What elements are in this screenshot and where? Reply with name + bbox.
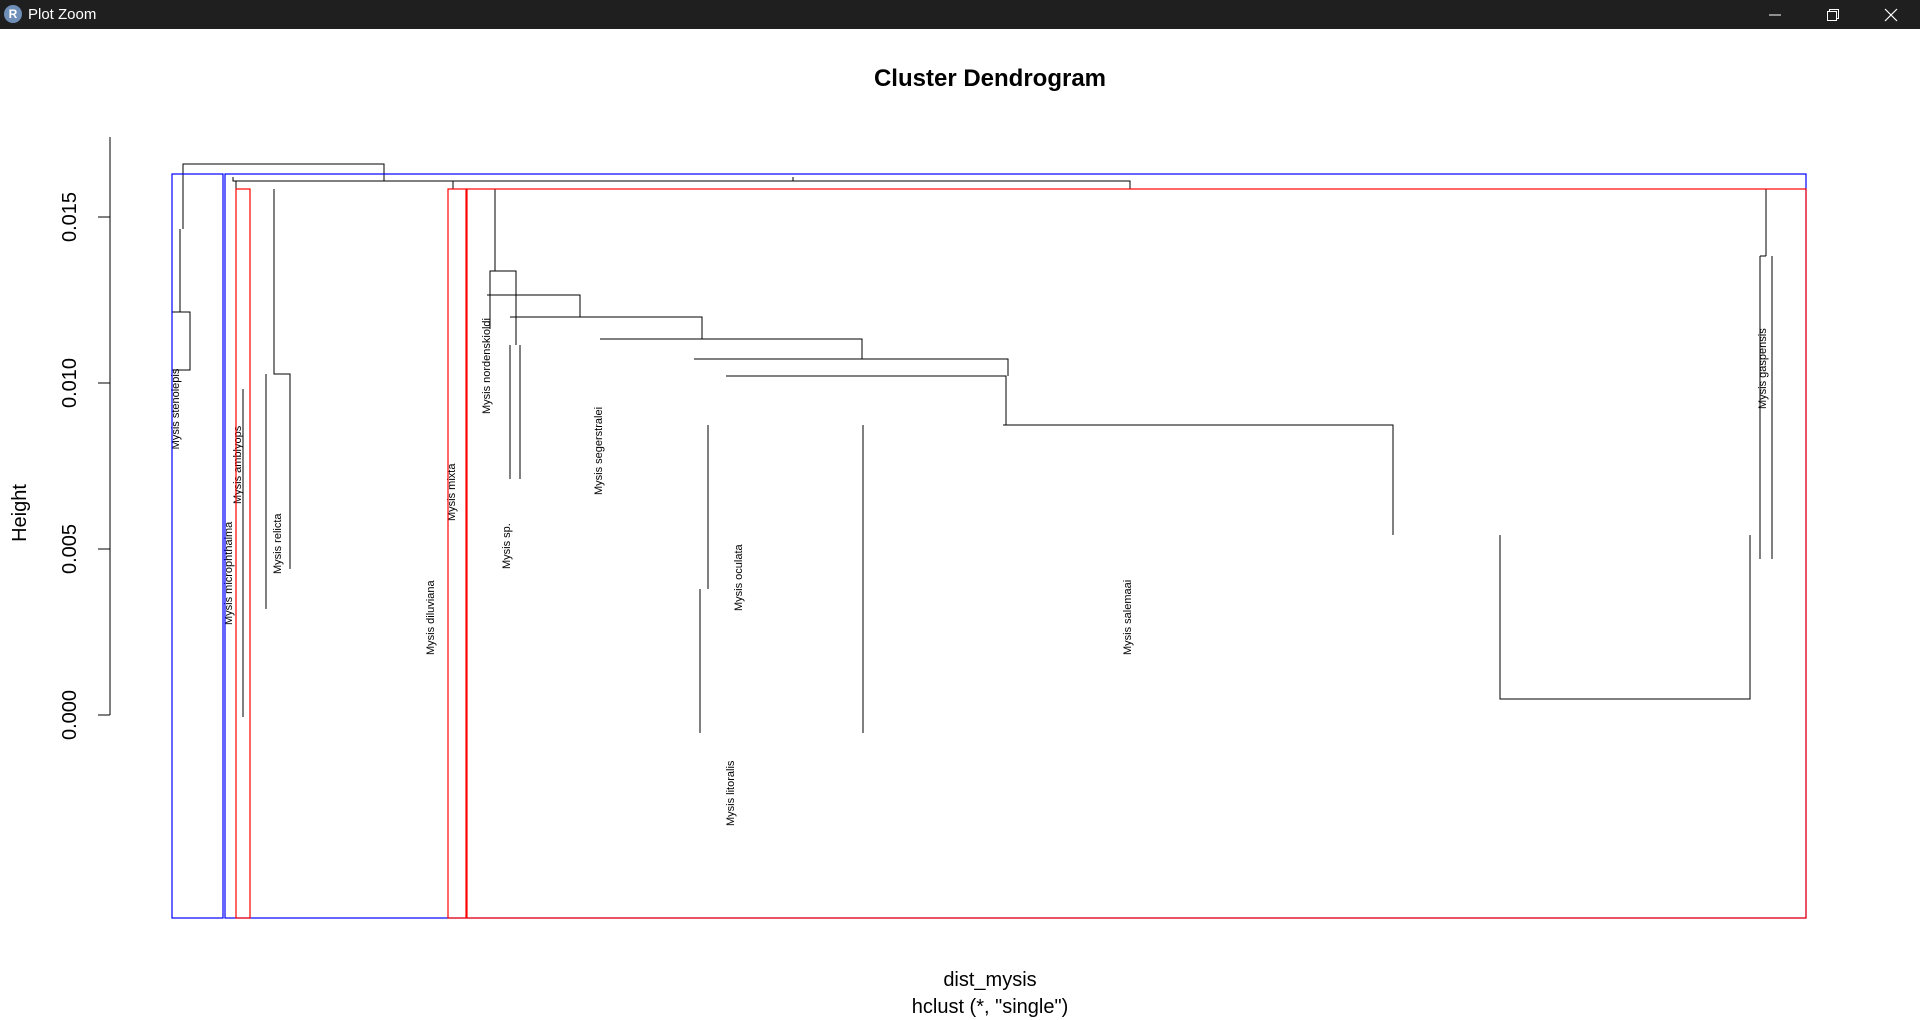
method-sublabel: hclust (*, "single") xyxy=(912,996,1068,1018)
mid-clade xyxy=(487,294,703,339)
leaf-label-gaspensis: Mysis gaspensis xyxy=(1757,328,1769,409)
segerstralei-block xyxy=(1392,457,1751,700)
stenolepis-cluster xyxy=(171,229,191,371)
y-tick-label-1: 0.005 xyxy=(59,524,81,574)
cluster-rect-3 xyxy=(235,188,251,919)
salemaai-segerstralei-merge xyxy=(726,375,1394,457)
leaf-label-mixta: Mysis mixta xyxy=(446,463,458,521)
cluster-rect-1 xyxy=(171,173,224,919)
big-clade-merge xyxy=(459,188,1767,256)
leaf-label-oculata: Mysis oculata xyxy=(733,543,745,611)
dendrogram-tree xyxy=(171,163,1773,733)
y-tick-label-0: 0.000 xyxy=(59,690,81,740)
leaf-label-nordenskioldi: Mysis nordenskioldi xyxy=(481,318,493,414)
cluster-rect-5 xyxy=(466,188,1807,919)
y-axis xyxy=(98,137,111,716)
dendrogram-plot: Cluster Dendrogram Height dist_mysis hcl… xyxy=(9,65,1807,1018)
cluster-rectangles xyxy=(171,173,1807,919)
r-logo-icon: R xyxy=(4,5,22,23)
y-tick-label-3: 0.015 xyxy=(59,192,81,242)
left-clade xyxy=(242,189,291,717)
leaf-label-segerstralei: Mysis segerstralei xyxy=(593,407,605,495)
leaf-label-microphthalma: Mysis microphthalma xyxy=(223,521,235,625)
leaf-label-litoralis: Mysis litoralis xyxy=(725,760,737,826)
window-titlebar: R Plot Zoom xyxy=(0,0,1920,29)
cluster-rect-2 xyxy=(224,173,1807,919)
leaf-label-salemaai: Mysis salemaai xyxy=(1122,580,1134,655)
y-tick-label-2: 0.010 xyxy=(59,358,81,408)
plot-title: Cluster Dendrogram xyxy=(874,65,1106,92)
minimize-icon xyxy=(1769,14,1781,15)
leaf-label-diluviana: Mysis diluviana xyxy=(425,580,437,655)
oculata-block xyxy=(699,425,864,733)
cluster-rect-4 xyxy=(447,188,467,919)
leaf-labels: Mysis stenolepis Mysis microphthalma Mys… xyxy=(170,318,1769,826)
y-axis-label: Height xyxy=(9,484,31,542)
outgroup-branch xyxy=(232,177,794,182)
root-merge xyxy=(182,163,385,229)
nordenskioldi-clade xyxy=(489,189,521,479)
leaf-label-relicta: Mysis relicta xyxy=(272,513,284,574)
leaf-label-sp: Mysis sp. xyxy=(501,523,513,569)
close-icon xyxy=(1884,8,1898,21)
leaf-label-amblyops: Mysis amblyops xyxy=(232,425,244,504)
minimize-button[interactable] xyxy=(1746,0,1804,29)
maximize-button[interactable] xyxy=(1804,0,1862,29)
x-axis-label: dist_mysis xyxy=(943,969,1036,991)
close-button[interactable] xyxy=(1862,0,1920,29)
window-title: Plot Zoom xyxy=(28,6,97,23)
leaf-label-stenolepis: Mysis stenolepis xyxy=(170,368,182,449)
maximize-icon xyxy=(1827,8,1839,21)
oculata-salemaai-merge xyxy=(600,338,1009,376)
main-merge xyxy=(235,180,1131,189)
gaspensis-branch xyxy=(1759,255,1773,559)
